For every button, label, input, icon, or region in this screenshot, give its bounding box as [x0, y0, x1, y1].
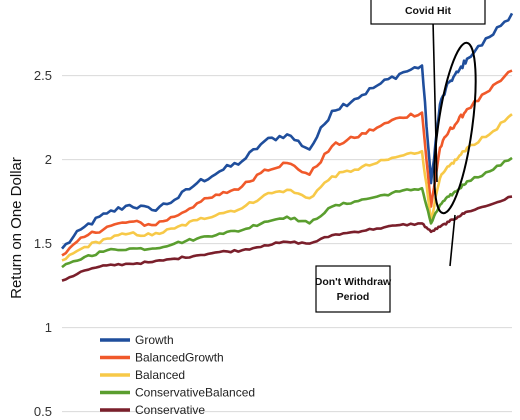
series-line-balanced: [61, 113, 513, 262]
covid-hit-pointer: [432, 20, 438, 183]
y-tick-label: 2: [45, 152, 52, 167]
callout-line: Don't Withdraw: [315, 276, 392, 288]
y-tick-label: 0.5: [34, 404, 52, 419]
dont-withdraw-label: Don't Withdraw Period: [315, 276, 392, 303]
y-axis-title: Return on One Dollar: [8, 157, 25, 299]
dont-withdraw-pointer: [449, 214, 456, 267]
series-line-conservativebalanced: [61, 156, 513, 269]
legend-label: BalancedGrowth: [135, 351, 224, 365]
covid-hit-callout-box: [370, 0, 486, 25]
callout-line: Period: [337, 291, 370, 303]
legend-label: Conservative: [135, 403, 205, 417]
series-line-growth: [61, 12, 514, 250]
y-tick-label: 1: [45, 320, 52, 335]
legend-label: Growth: [135, 333, 174, 347]
dont-withdraw-period-ellipse: [433, 41, 477, 215]
series-line-conservative: [61, 195, 513, 282]
series-line-balancedgrowth: [61, 69, 513, 257]
y-tick-label: 2.5: [34, 68, 52, 83]
legend-label: Balanced: [135, 368, 185, 382]
dont-withdraw-callout: Don't Withdraw Period: [315, 265, 392, 313]
legend: Growth BalancedGrowth Balanced Conservative…: [100, 333, 255, 417]
covid-hit-label: Covid Hit: [405, 5, 452, 17]
dont-withdraw-callout-box: [315, 265, 391, 313]
covid-hit-callout: Covid Hit: [370, 0, 486, 25]
y-tick-label: 1.5: [34, 236, 52, 251]
y-axis-tick-labels: 0.5 1 1.5 2 2.5: [34, 68, 52, 419]
legend-label: ConservativeBalanced: [135, 386, 255, 400]
series-lines: [61, 12, 514, 282]
